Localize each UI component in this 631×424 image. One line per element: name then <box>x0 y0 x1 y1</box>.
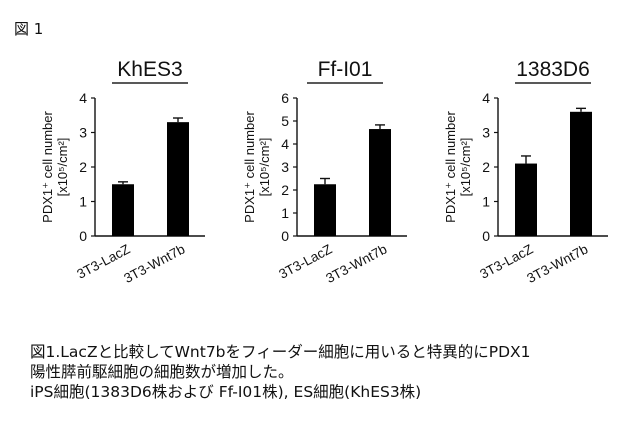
bar-3t3-wnt7b <box>167 122 189 236</box>
charts-area: KhES3 PDX1⁺ cell number[x10⁵/cm²] 0 1 2 3 4 3T3… <box>40 58 608 286</box>
y-axis-label: PDX1⁺ cell number[x10⁵/cm²] <box>40 111 70 223</box>
y-tick-label: 0 <box>281 228 289 244</box>
y-tick-label: 5 <box>281 113 289 129</box>
chart-panel-1: KhES3 PDX1⁺ cell number[x10⁵/cm²] 0 1 2 3 4 3T3… <box>40 58 205 286</box>
caption-line-1: 図1.LacZと比較してWnt7bをフィーダー細胞に用いると特異的にPDX1 <box>30 343 531 361</box>
category-label: 3T3-Wnt7b <box>121 241 187 286</box>
chart-panel-2: Ff-I01 PDX1⁺ cell number[x10⁵/cm²] 0 1 2 3 4 5 6… <box>242 58 407 286</box>
bar-3t3-wnt7b <box>369 129 391 236</box>
bar-3t3-wnt7b <box>570 111 592 236</box>
y-tick-label: 4 <box>281 136 289 152</box>
chart-title: KhES3 <box>117 58 182 81</box>
bar-3t3-lacz <box>314 184 336 236</box>
figure-caption: 図1.LacZと比較してWnt7bをフィーダー細胞に用いると特異的にPDX1 陽… <box>30 342 620 402</box>
y-tick-label: 2 <box>79 159 87 175</box>
y-tick-label: 1 <box>482 194 490 210</box>
y-axis-label: PDX1⁺ cell number[x10⁵/cm²] <box>242 111 272 223</box>
caption-line-3: iPS細胞(1383D6株および Ff-I01株), ES細胞(KhES3株) <box>30 383 422 401</box>
y-tick-label: 1 <box>79 194 87 210</box>
y-tick-label: 3 <box>482 125 490 141</box>
y-tick-label: 3 <box>281 159 289 175</box>
y-tick-label: 4 <box>482 90 490 106</box>
y-axis-label: PDX1⁺ cell number[x10⁵/cm²] <box>443 111 473 223</box>
chart-title: Ff-I01 <box>318 58 373 81</box>
category-label: 3T3-Wnt7b <box>524 241 590 286</box>
chart-title: 1383D6 <box>516 58 590 81</box>
figure-label: 図 1 <box>14 20 44 38</box>
bar-3t3-lacz <box>515 163 537 236</box>
chart-panel-3: 1383D6 PDX1⁺ cell number[x10⁵/cm²] 0 1 2 3 4 3T… <box>443 58 608 286</box>
category-label: 3T3-Wnt7b <box>323 241 389 286</box>
y-tick-label: 2 <box>281 182 289 198</box>
y-tick-label: 4 <box>79 90 87 106</box>
y-tick-label: 6 <box>281 90 289 106</box>
y-tick-label: 3 <box>79 125 87 141</box>
y-tick-label: 2 <box>482 159 490 175</box>
bar-3t3-lacz <box>112 184 134 236</box>
y-tick-label: 0 <box>79 228 87 244</box>
y-tick-label: 0 <box>482 228 490 244</box>
y-tick-label: 1 <box>281 205 289 221</box>
caption-line-2: 陽性膵前駆細胞の細胞数が増加した。 <box>30 363 294 381</box>
